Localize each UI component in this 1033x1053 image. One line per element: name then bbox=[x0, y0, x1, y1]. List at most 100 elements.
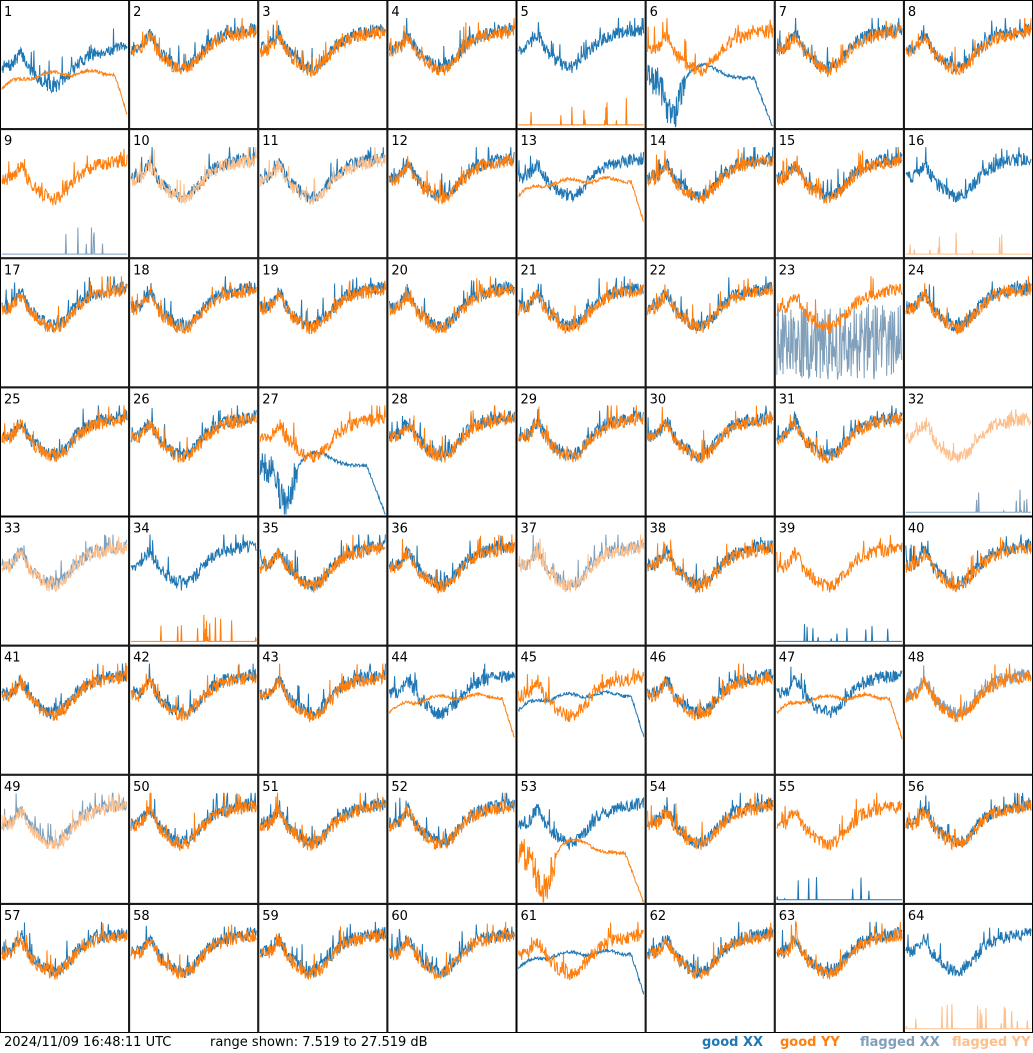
panel-46: 46 bbox=[645, 645, 775, 775]
panel-label: 44 bbox=[391, 651, 408, 666]
series-yy-panel-56 bbox=[905, 793, 1032, 851]
panel-37: 37 bbox=[516, 516, 646, 646]
series-xx-panel-30 bbox=[647, 405, 774, 463]
panel-frame bbox=[129, 903, 259, 1033]
series-yy-panel-58 bbox=[130, 924, 257, 980]
panel-frame bbox=[387, 903, 517, 1033]
panel-24: 24 bbox=[903, 258, 1033, 388]
series-yy-panel-25 bbox=[1, 405, 128, 462]
panel-label: 10 bbox=[133, 134, 150, 149]
series-yy-panel-6 bbox=[647, 18, 774, 78]
panel-label: 16 bbox=[908, 134, 925, 149]
series-yy-panel-60 bbox=[389, 921, 515, 981]
panel-label: 31 bbox=[779, 392, 796, 407]
panel-label: 41 bbox=[4, 651, 21, 666]
series-yy-panel-14 bbox=[647, 149, 774, 205]
series-xx-panel-46 bbox=[647, 668, 774, 720]
panel-label: 47 bbox=[779, 651, 796, 666]
panel-frame bbox=[645, 129, 775, 259]
panel-label: 50 bbox=[133, 780, 150, 795]
panel-label: 59 bbox=[262, 909, 279, 924]
panel-label: 12 bbox=[391, 134, 408, 149]
panel-47: 47 bbox=[774, 645, 904, 775]
series-yy-panel-55 bbox=[776, 792, 903, 851]
panel-frame bbox=[129, 516, 259, 646]
panel-frame bbox=[258, 258, 388, 388]
panel-62: 62 bbox=[645, 903, 775, 1033]
panel-43: 43 bbox=[258, 645, 388, 775]
panel-32: 32 bbox=[903, 387, 1033, 517]
panel-frame bbox=[0, 645, 130, 775]
panel-14: 14 bbox=[645, 129, 775, 259]
panel-frame bbox=[645, 774, 775, 904]
panel-frame bbox=[129, 774, 259, 904]
series-yy-panel-13 bbox=[518, 175, 644, 222]
panel-frame bbox=[387, 774, 517, 904]
series-yy-panel-20 bbox=[388, 276, 515, 334]
series-yy-panel-26 bbox=[130, 408, 257, 463]
panel-frame bbox=[516, 387, 646, 517]
panel-label: 63 bbox=[779, 909, 796, 924]
series-xx-panel-27 bbox=[259, 449, 386, 515]
panel-frame bbox=[258, 903, 388, 1033]
panel-label: 26 bbox=[133, 392, 150, 407]
series-yy-panel-63 bbox=[776, 920, 903, 980]
panel-3: 3 bbox=[258, 0, 388, 130]
panel-20: 20 bbox=[387, 258, 517, 388]
series-xx-panel-55 bbox=[776, 877, 902, 901]
panel-frame bbox=[387, 258, 517, 388]
panel-frame bbox=[774, 516, 904, 646]
panel-frame bbox=[774, 0, 904, 130]
panel-frame bbox=[258, 774, 388, 904]
panel-label: 53 bbox=[521, 780, 538, 795]
series-yy-panel-18 bbox=[130, 281, 257, 334]
panel-29: 29 bbox=[516, 387, 646, 517]
series-xx-panel-10 bbox=[130, 147, 257, 203]
panel-frame bbox=[645, 903, 775, 1033]
panel-58: 58 bbox=[129, 903, 259, 1033]
panel-label: 28 bbox=[391, 392, 408, 407]
panel-26: 26 bbox=[129, 387, 259, 517]
panel-52: 52 bbox=[387, 774, 517, 904]
series-yy-panel-52 bbox=[388, 792, 515, 850]
series-yy-panel-8 bbox=[905, 17, 1032, 76]
series-yy-panel-57 bbox=[1, 923, 128, 980]
series-yy-panel-16 bbox=[905, 232, 1031, 255]
panel-31: 31 bbox=[774, 387, 904, 517]
panel-frame bbox=[645, 258, 775, 388]
panel-label: 36 bbox=[391, 522, 408, 537]
panel-label: 23 bbox=[779, 263, 796, 278]
panel-label: 56 bbox=[908, 780, 925, 795]
panel-label: 55 bbox=[779, 780, 796, 795]
panel-label: 4 bbox=[391, 5, 399, 20]
series-yy-panel-31 bbox=[776, 413, 903, 465]
series-yy-panel-61 bbox=[518, 921, 644, 981]
panel-frame bbox=[645, 387, 775, 517]
series-yy-panel-33 bbox=[1, 536, 128, 592]
panel-frame bbox=[774, 645, 904, 775]
panel-25: 25 bbox=[0, 387, 130, 517]
series-xx-panel-19 bbox=[259, 277, 386, 331]
series-yy-panel-54 bbox=[647, 792, 774, 851]
panel-label: 3 bbox=[262, 5, 270, 20]
panel-13: 13 bbox=[516, 129, 646, 259]
series-yy-panel-11 bbox=[259, 147, 386, 206]
panel-51: 51 bbox=[258, 774, 388, 904]
panel-33: 33 bbox=[0, 516, 130, 646]
panel-label: 11 bbox=[262, 134, 279, 149]
series-xx-panel-51 bbox=[259, 792, 386, 849]
series-xx-panel-43 bbox=[259, 663, 386, 720]
series-yy-panel-28 bbox=[388, 405, 515, 463]
series-yy-panel-46 bbox=[647, 663, 774, 721]
timestamp: 2024/11/09 16:48:11 UTC bbox=[4, 1035, 172, 1050]
legend-good-yy: good YY bbox=[780, 1035, 840, 1050]
series-yy-panel-51 bbox=[259, 792, 386, 851]
series-yy-panel-43 bbox=[259, 663, 386, 724]
panel-label: 57 bbox=[4, 909, 21, 924]
panel-label: 9 bbox=[4, 134, 12, 149]
panel-1: 1 bbox=[0, 0, 130, 130]
panel-label: 22 bbox=[650, 263, 667, 278]
panel-label: 27 bbox=[262, 392, 279, 407]
panel-frame bbox=[0, 0, 130, 130]
